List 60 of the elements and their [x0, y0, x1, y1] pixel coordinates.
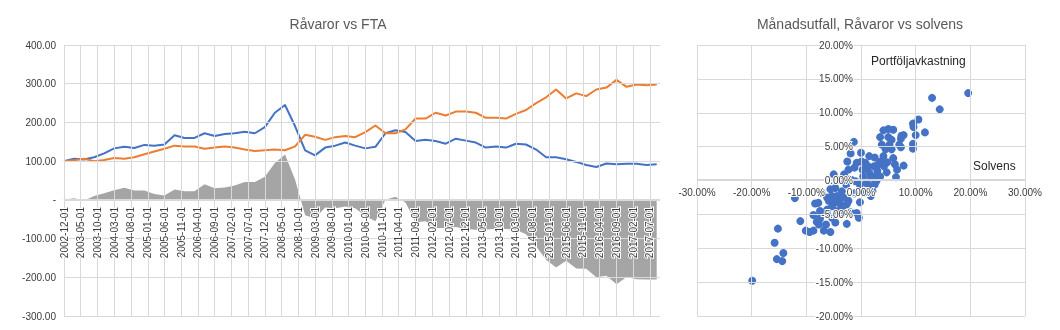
y-tick-label: 15.00% [819, 73, 854, 85]
x-tick-label: 2010-06-01 [359, 206, 371, 259]
x-tick-label: 2017-02-01 [627, 206, 639, 259]
y-tick-label: -300.00 [22, 310, 57, 322]
x-tick-label: 2012-12-01 [460, 206, 472, 259]
x-tick-label: 2013-05-01 [476, 206, 488, 259]
line-series [63, 78, 658, 163]
y-tick-label: -20.00% [815, 310, 854, 322]
x-tick-label: 2003-05-01 [75, 206, 87, 259]
y-tick-label: 100.00 [25, 155, 57, 167]
x-tick-label: 2016-09-01 [611, 206, 623, 259]
x-tick-label: 2008-05-01 [276, 206, 288, 259]
chart-title: Månadsutfall, Råvaror vs solvens [756, 16, 964, 32]
y-tick-label: 300.00 [25, 78, 57, 90]
x-tick-label: 2004-08-01 [125, 206, 137, 259]
chart-title: Råvaror vs FTA [289, 16, 388, 32]
y-tick-label: -200.00 [22, 271, 57, 283]
x-tick-label: 2002-12-01 [58, 206, 70, 259]
x-tick-label: 2012-07-01 [443, 206, 455, 259]
x-tick-label: 2011-04-01 [393, 206, 405, 258]
x-tick-label: 2016-04-01 [594, 206, 606, 259]
x-tick-label: 2009-08-01 [326, 206, 338, 259]
x-tick-label: 2015-01-01 [544, 206, 556, 259]
y-tick-label: -100.00 [22, 233, 57, 245]
y-tick-label: - [52, 194, 56, 206]
y-axis-title: Portföljavkastning [871, 54, 966, 68]
x-tick-label: 2012-02-01 [426, 206, 438, 259]
x-tick-label: 2015-11-01 [577, 206, 589, 258]
x-tick-label: 2007-02-01 [226, 206, 238, 259]
y-tick-label: 400.00 [25, 39, 57, 51]
x-tick-label: 2017-07-01 [644, 206, 656, 259]
x-tick-label: 2005-11-01 [175, 206, 187, 258]
x-tick-label: 2009-03-01 [309, 206, 321, 259]
x-tick-label: 2010-11-01 [376, 206, 388, 258]
y-tick-label: 5.00% [824, 141, 854, 153]
y-tick-label: -15.00% [815, 276, 854, 288]
x-tick-label: 2006-04-01 [192, 206, 204, 259]
x-tick-label: 2005-06-01 [158, 206, 170, 259]
x-tick-label: 2014-03-01 [510, 206, 522, 259]
x-tick-label: 2011-09-01 [410, 206, 422, 258]
y-tick-label: 10.00% [819, 107, 854, 119]
x-tick-label: 2005-01-01 [142, 206, 154, 259]
x-tick-label: 2004-03-01 [108, 206, 120, 259]
x-tick-label: 2008-10-01 [292, 206, 304, 259]
x-tick-label: 2015-06-01 [560, 206, 572, 259]
x-tick-label: -30.00% [678, 187, 716, 198]
x-tick-label: 2007-12-01 [259, 206, 271, 259]
x-tick-label: 2010-01-01 [343, 206, 355, 259]
x-tick-label: -20.00% [733, 187, 771, 198]
y-tick-label: 200.00 [25, 116, 57, 128]
x-tick-label: 2003-10-01 [91, 206, 103, 259]
x-tick-label: 2006-09-01 [209, 206, 221, 259]
x-tick-label: 10.00% [898, 187, 933, 198]
x-axis-title: Solvens [973, 158, 1016, 173]
y-tick-label: 20.00% [819, 39, 854, 51]
x-tick-label: 30.00% [1008, 187, 1043, 198]
x-tick-label: 2007-07-01 [242, 206, 254, 259]
x-tick-label: 2013-10-01 [493, 206, 505, 259]
x-tick-label: 20.00% [953, 187, 988, 198]
x-tick-label: 2014-08-01 [527, 206, 539, 259]
